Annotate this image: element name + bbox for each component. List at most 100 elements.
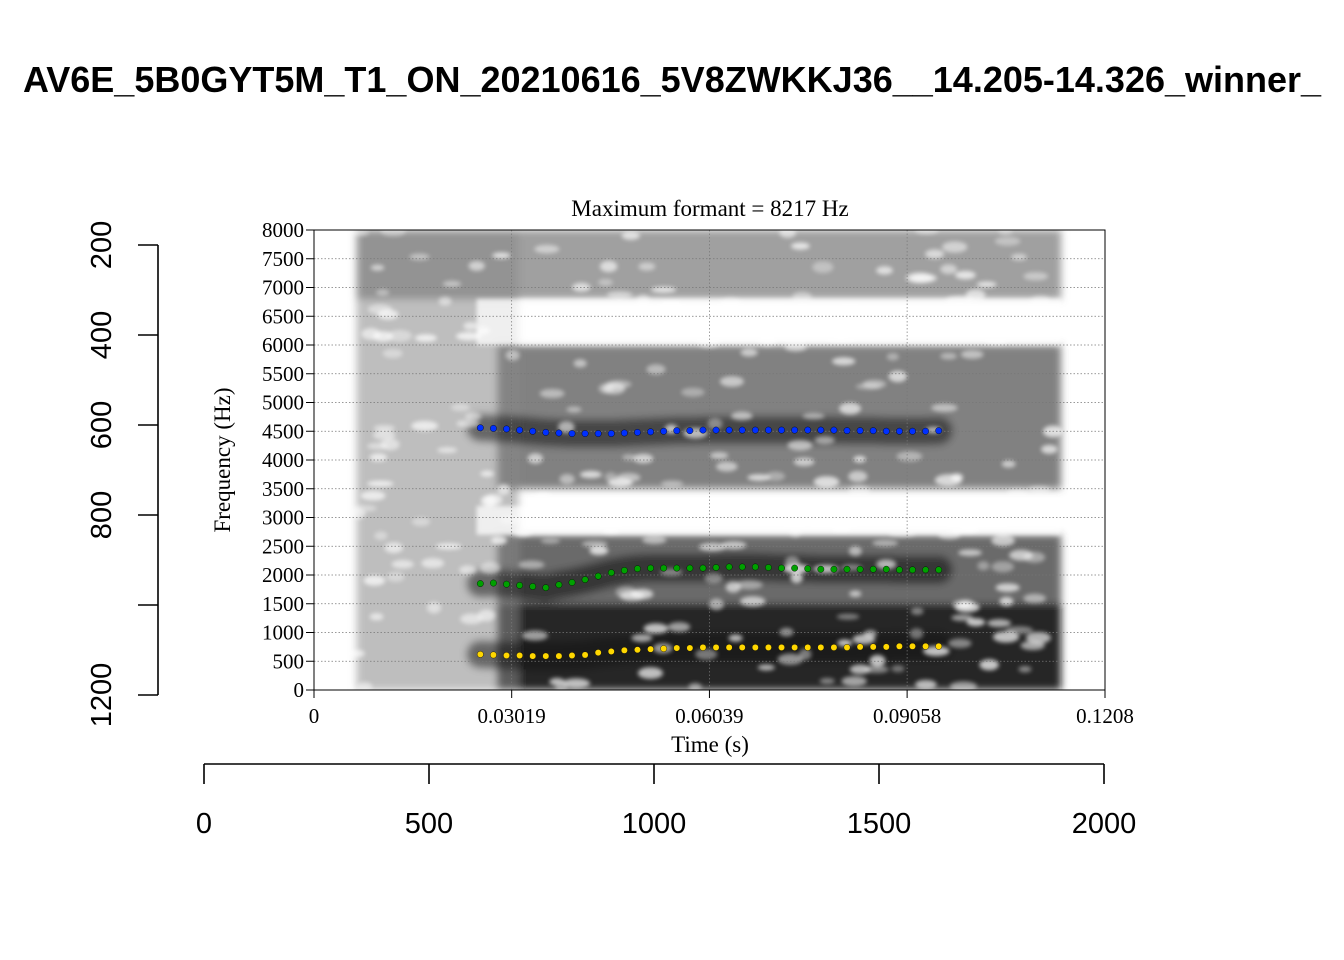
y-tick-label: 7000: [262, 276, 304, 300]
formant-point: [882, 643, 890, 651]
spectrogram-speckle: [369, 612, 384, 621]
spectrogram-speckle: [852, 634, 876, 645]
spectrogram-speckle: [638, 262, 656, 271]
formant-point: [935, 642, 943, 650]
spectrogram-speckle: [1020, 640, 1045, 651]
spectrogram-speckle: [896, 451, 923, 462]
spectrogram-speckle: [566, 406, 582, 413]
spectrogram-speckle: [557, 421, 575, 433]
spectrogram-speckle: [765, 471, 786, 481]
formant-point: [922, 642, 929, 650]
bottom-axis-tick-label: 500: [405, 808, 453, 840]
formant-point: [751, 644, 759, 651]
spectrogram-speckle: [995, 583, 1020, 592]
spectrogram-speckle: [891, 665, 905, 673]
spectrogram-speckle: [579, 470, 602, 479]
spectrogram-speckle: [819, 678, 835, 685]
spectrogram-speckle: [435, 543, 462, 550]
spectrogram-speckle: [438, 296, 452, 306]
spectrogram-speckle: [791, 242, 810, 250]
spectrogram-speckle: [492, 252, 511, 259]
spectrogram-speckle: [836, 613, 860, 620]
y-tick-label: 7500: [262, 247, 304, 271]
spectrogram-speckle: [360, 490, 386, 501]
spectrogram-speckle: [848, 485, 871, 497]
spectrogram-speckle: [348, 649, 365, 658]
spectrogram-speckle: [916, 498, 941, 506]
spectrogram-gap: [476, 299, 1062, 345]
spectrogram-speckle: [888, 370, 907, 383]
formant-point: [476, 580, 484, 588]
spectrogram-speckle: [977, 561, 990, 571]
spectrogram-speckle: [942, 241, 968, 253]
spectrogram-speckle: [411, 517, 431, 527]
y-tick-label: 3000: [262, 506, 304, 530]
spectrogram-speckle: [646, 364, 666, 375]
spectrogram-speckle: [384, 542, 403, 554]
formant-point: [869, 427, 877, 435]
chart-title: Maximum formant = 8217 Hz: [571, 196, 848, 221]
formant-point: [607, 430, 615, 437]
spectrogram-speckle: [728, 634, 743, 642]
spectrogram-speckle: [716, 461, 738, 472]
formant-point: [647, 645, 654, 653]
formant-point: [843, 644, 851, 651]
spectrogram-speckle: [855, 383, 882, 390]
formant-point: [581, 576, 589, 583]
formant-point: [791, 644, 799, 651]
formant-point: [634, 646, 641, 654]
left-axis-tick-label: 600: [86, 401, 118, 449]
spectrogram-speckle: [660, 480, 684, 488]
spectrogram-speckle: [704, 573, 723, 584]
spectrogram-speckle: [757, 664, 775, 671]
formant-point: [909, 427, 916, 435]
inner-axes: 0 500 1000 1500 2000 2500 3000 3500 4000 4500 5000…: [262, 218, 1134, 728]
spectrogram-speckle: [813, 476, 840, 488]
spectrogram-speckle: [948, 638, 972, 648]
x-tick-label: 0.06039: [675, 704, 743, 728]
spectrogram-speckle: [607, 478, 633, 488]
left-axis-tick-label: 400: [86, 311, 118, 359]
spectrogram-speckle: [909, 628, 924, 640]
formant-point: [922, 427, 929, 435]
spectrogram-speckle: [779, 230, 797, 238]
formant-f2: [476, 563, 943, 592]
spectrogram-speckle: [1041, 444, 1058, 454]
formant-point: [634, 428, 641, 436]
spectrogram-speckle: [380, 230, 407, 237]
spectrogram-speckle: [598, 278, 613, 287]
spectrogram-speckle: [925, 249, 945, 259]
spectrogram-speckle: [668, 622, 691, 632]
y-tick-label: 500: [273, 649, 305, 673]
spectrogram-speckle: [369, 453, 388, 462]
formant-point: [922, 566, 929, 574]
formant-point: [660, 427, 668, 435]
spectrogram-speckle: [740, 348, 758, 357]
spectrogram-speckle: [480, 561, 501, 574]
formant-point: [765, 426, 772, 434]
spectrogram-speckle: [387, 329, 413, 342]
formant-point: [555, 429, 563, 437]
formant-point: [634, 565, 641, 573]
spectrogram-speckle: [1027, 486, 1051, 494]
spectrogram-speckle: [414, 334, 438, 342]
spectrogram-speckle: [522, 630, 548, 641]
formant-point: [935, 566, 943, 574]
y-tick-label: 5500: [262, 362, 304, 386]
spectrogram-speckle: [1009, 549, 1033, 561]
formant-point: [804, 565, 812, 573]
formant-point: [895, 427, 903, 435]
formant-point: [830, 426, 838, 434]
formant-point: [673, 427, 681, 435]
outer-axes: 0 500 1000 1500 2000 200 400 600 800 1200: [86, 221, 1136, 840]
spectrogram-speckle: [391, 559, 414, 569]
formant-point: [765, 564, 772, 571]
spectrogram-speckle: [779, 627, 794, 637]
formant-point: [778, 644, 785, 651]
spectrogram-speckle: [464, 412, 482, 421]
spectrogram-speckle: [994, 236, 1021, 246]
left-axis-tick-label: 200: [86, 221, 118, 269]
y-tick-label: 8000: [262, 218, 304, 242]
formant-point: [490, 579, 497, 587]
formant-point: [647, 564, 654, 572]
